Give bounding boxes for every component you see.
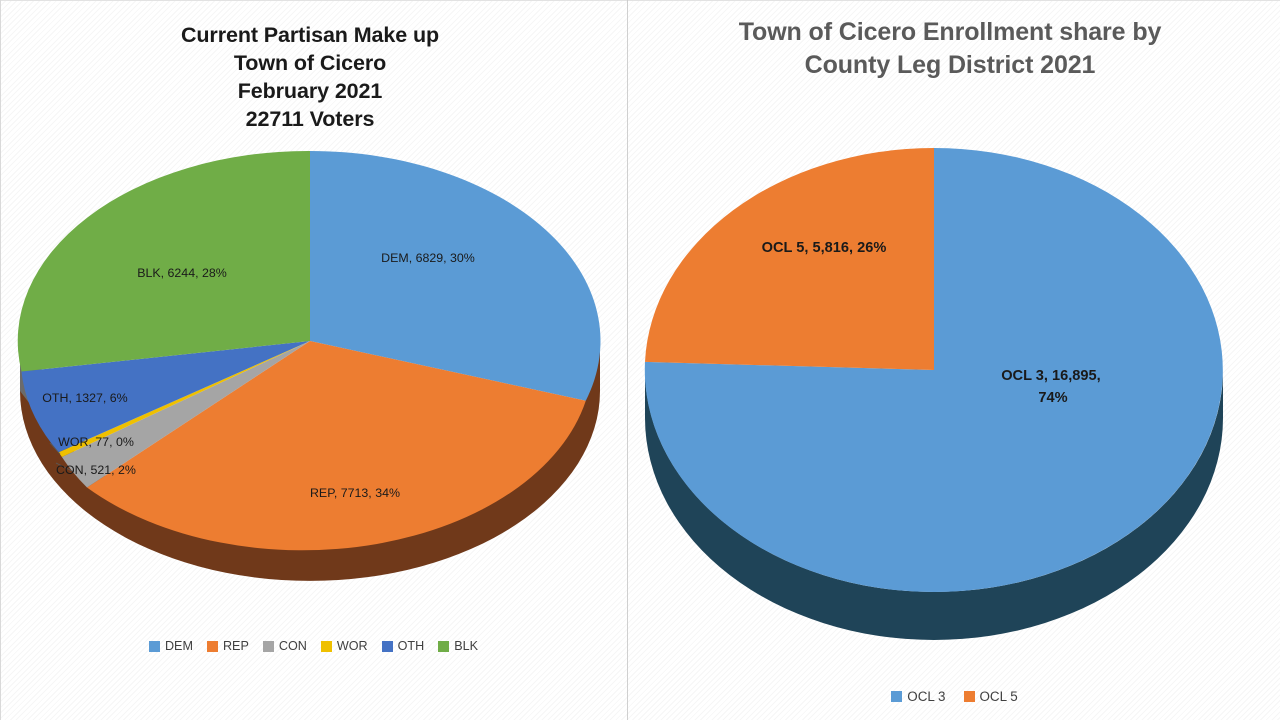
slide-left-edge (0, 0, 1, 720)
left-pie-slice-oth[interactable] (21, 341, 311, 453)
legend-label-dem: DEM (164, 639, 193, 653)
legend-label-wor: WOR (336, 639, 368, 653)
legend-item-dem[interactable]: DEM (148, 639, 193, 653)
left-label-wor: WOR, 77, 0% (58, 435, 134, 449)
right-label-ocl3: OCL 3, 16,895, 74% (1001, 368, 1105, 406)
legend-label-rep: REP (222, 639, 249, 653)
panel-divider (627, 0, 628, 720)
right-pie-chart: OCL 5, 5,816, 26% OCL 3, 16,895, OCL 3, … (644, 147, 1223, 640)
left-pie-slice-con[interactable] (61, 341, 311, 488)
legend-item-ocl3[interactable]: OCL 3 (891, 689, 946, 704)
right-pie-3d-base (645, 370, 1223, 640)
legend-label-oth: OTH (397, 639, 425, 653)
legend-label-ocl5: OCL 5 (979, 689, 1018, 704)
right-pie-top-face (644, 147, 1223, 592)
left-pie-slice-wor[interactable] (58, 341, 311, 457)
legend-swatch-ocl3 (891, 691, 903, 702)
legend-item-rep[interactable]: REP (206, 639, 249, 653)
left-chart-panel: Current Partisan Make up Town of Cicero … (0, 0, 627, 720)
legend-swatch-dem (148, 640, 160, 652)
left-chart-legend: DEM REP CON WOR OTH BLK (0, 639, 627, 653)
left-pie-slice-dem[interactable] (310, 150, 601, 401)
legend-item-blk[interactable]: BLK (438, 639, 478, 653)
left-label-oth: OTH, 1327, 6% (42, 391, 127, 405)
left-pie-top-face (17, 150, 601, 551)
left-label-rep: REP, 7713, 34% (310, 486, 400, 500)
legend-item-oth[interactable]: OTH (381, 639, 425, 653)
legend-swatch-rep (206, 640, 218, 652)
legend-swatch-oth (381, 640, 393, 652)
left-pie-chart: DEM, 6829, 30% BLK, 6244, 28% OTH, 1327,… (17, 150, 601, 581)
legend-item-con[interactable]: CON (262, 639, 307, 653)
legend-label-blk: BLK (454, 639, 479, 653)
right-chart-legend: OCL 3 OCL 5 (629, 689, 1280, 704)
right-pie-slice-ocl3[interactable] (644, 148, 1223, 592)
right-label-ocl3-l1: OCL 3, 16,895, (1001, 368, 1101, 384)
right-label-ocl5: OCL 5, 5,816, 26% (762, 240, 887, 256)
right-chart-panel: Town of Cicero Enrollment share by Count… (629, 0, 1280, 720)
legend-item-wor[interactable]: WOR (320, 639, 368, 653)
legend-label-con: CON (278, 639, 307, 653)
legend-item-ocl5[interactable]: OCL 5 (963, 689, 1018, 704)
legend-swatch-blk (438, 640, 450, 652)
right-chart-title: Town of Cicero Enrollment share by Count… (738, 18, 1162, 79)
legend-swatch-ocl5 (963, 691, 975, 702)
legend-swatch-wor (320, 640, 332, 652)
left-label-dem: DEM, 6829, 30% (381, 251, 475, 265)
leader-line-con (55, 462, 75, 473)
right-pie-side-ocl3 (645, 370, 1223, 640)
leader-line-wor (49, 442, 61, 455)
left-pie-slice-blk[interactable] (17, 150, 311, 372)
left-chart-title: Current Partisan Make up Town of Cicero … (180, 23, 440, 131)
left-pie-leader-lines (49, 442, 75, 473)
left-label-con: CON, 521, 2% (56, 463, 136, 477)
right-pie-slice-ocl5[interactable] (645, 147, 934, 370)
slide-top-edge (0, 0, 1280, 1)
left-pie-slice-rep[interactable] (87, 341, 586, 551)
right-label-ocl3-l2: 74% (1038, 390, 1067, 406)
legend-swatch-con (262, 640, 274, 652)
left-label-blk: BLK, 6244, 28% (137, 266, 227, 280)
legend-label-ocl3: OCL 3 (907, 689, 946, 704)
